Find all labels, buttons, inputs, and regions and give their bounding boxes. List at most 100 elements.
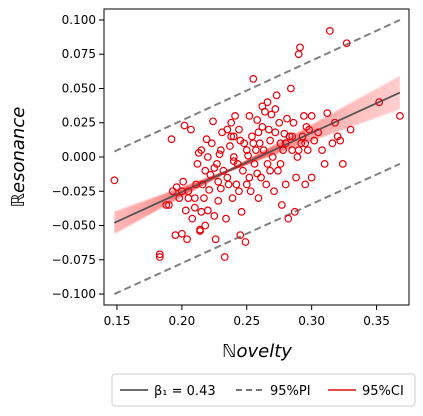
data-point [271,128,280,137]
data-point [207,139,216,148]
data-point [254,194,263,203]
legend: β₁ = 0.43 95%PI 95%CI [111,373,416,407]
data-point [286,84,295,93]
data-point [271,105,280,113]
data-point [323,109,332,118]
data-point [298,132,307,141]
data-point [263,159,272,168]
data-point [171,231,180,240]
data-point [346,125,355,134]
data-point [228,194,237,203]
data-point [342,39,351,48]
ci-sample-line [113,102,401,217]
ci-sample-line [113,105,401,215]
x-axis-label: ℕovelty [222,341,292,362]
data-point [245,173,254,182]
data-point [289,118,298,127]
x-tick-label: 0.20 [169,314,196,328]
data-point [188,214,197,223]
y-tick-label: 0.000 [62,150,96,164]
data-point [331,118,339,127]
data-point [259,146,268,155]
data-point [183,235,191,244]
data-point [245,111,254,120]
data-point [294,50,303,59]
data-point [288,132,297,141]
data-point [261,107,269,116]
y-tick-label: −0.075 [52,253,96,267]
data-point [209,117,217,126]
data-point [255,139,264,148]
x-tick-label: 0.30 [298,314,325,328]
data-point [275,118,284,127]
data-point [318,146,326,155]
data-point [333,132,342,141]
data-point [284,214,293,223]
ci-sample-line [113,101,401,218]
ci-sample-line [113,106,401,215]
data-point [314,128,323,137]
data-point [292,173,300,182]
data-point [227,132,236,141]
y-tick-label: −0.100 [52,287,96,301]
ci-sample-line [113,104,401,216]
regression-fit [114,91,401,224]
confidence-band [113,75,401,235]
ci-sample-line [113,98,401,220]
data-point [249,139,258,148]
pi-lower-line [113,162,401,295]
data-point [180,121,189,130]
data-point [214,177,223,186]
y-axis-label: ℝesonance [8,107,29,208]
ci-sample-line [113,78,401,233]
data-point [177,187,186,196]
data-point [262,180,271,189]
data-point [193,159,202,168]
data-point [206,170,215,179]
data-point [210,164,219,172]
data-point [225,142,234,150]
data-point [229,132,238,141]
legend-box [111,373,416,407]
ci-sample-line [113,83,401,230]
data-point [216,184,225,193]
data-point [266,136,275,145]
data-point [281,139,290,148]
data-point [258,122,267,131]
data-point [249,74,258,83]
data-point [263,98,272,107]
y-tick-label: 0.075 [62,47,96,61]
data-point [242,146,251,155]
ci-sample-line [113,100,401,218]
ci-sample-line [113,103,401,217]
x-axis: 0.15 0.20 0.25 0.30 0.35 [104,305,390,328]
data-point [224,180,233,189]
data-point [283,114,291,123]
data-point [168,187,177,196]
data-point [248,132,256,141]
data-point [267,110,276,119]
data-point [232,180,241,189]
data-point [338,159,347,168]
data-point [197,146,206,155]
y-tick-label: 0.100 [62,13,96,27]
data-point [310,136,319,145]
ci-sample-line [113,107,401,214]
data-point [264,125,273,134]
data-point [301,139,310,148]
data-point [203,206,212,215]
data-point [236,231,245,240]
data-point [231,111,239,120]
data-point [272,91,281,100]
prediction-interval [113,19,401,295]
data-point [177,229,186,238]
data-point [305,125,313,134]
ci-sample-line [113,85,401,228]
data-point [216,146,225,155]
data-point [196,227,204,235]
pi-upper-line [113,19,401,153]
data-point [320,159,329,168]
data-point [237,207,246,216]
y-axis: 0.100 0.075 0.050 0.025 0.000 −0.025 −0.050 −0.… [52,13,104,301]
